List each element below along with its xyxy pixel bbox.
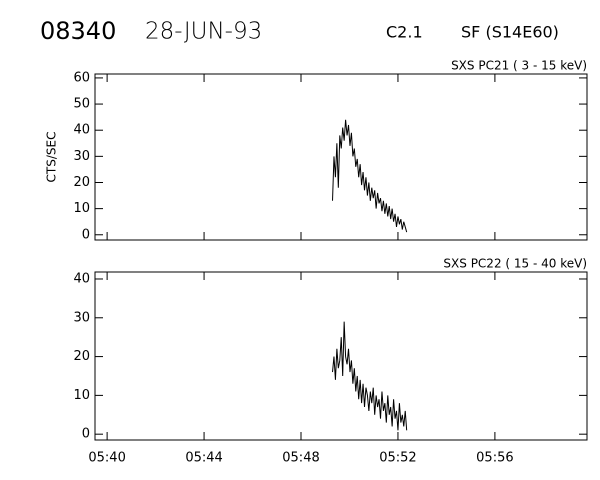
y-tick-label: 10 [73,388,90,403]
y-tick-label: 20 [73,349,90,364]
flare-class: C2.1 [386,23,423,42]
y-tick-label: 40 [73,271,90,286]
data-line [332,321,408,431]
event-date: 28-JUN-93 [145,19,262,45]
y-tick-label: 40 [73,123,90,138]
y-tick-label: 50 [73,97,90,112]
y-axis-label: CTS/SEC [45,132,59,183]
x-tick-label: 05:52 [379,451,416,466]
y-tick-label: 0 [82,427,90,442]
plot-frame [94,73,588,241]
x-tick-label: 05:48 [282,451,319,466]
y-tick-label: 30 [73,149,90,164]
y-tick-label: 30 [73,310,90,325]
panel-title: SXS PC21 ( 3 - 15 keV) [451,59,587,73]
y-tick-label: 60 [73,70,90,85]
flare-location: SF (S14E60) [461,23,559,42]
x-tick-label: 05:44 [185,451,222,466]
panel-title: SXS PC22 ( 15 - 40 keV) [443,257,587,271]
y-tick-label: 10 [73,201,90,216]
x-tick-label: 05:56 [476,451,513,466]
event-number: 08340 [40,17,116,45]
y-tick-label: 0 [82,227,90,242]
y-tick-label: 20 [73,175,90,190]
x-tick-label: 05:40 [88,451,125,466]
plot-frame [94,271,588,441]
data-line [332,119,408,233]
